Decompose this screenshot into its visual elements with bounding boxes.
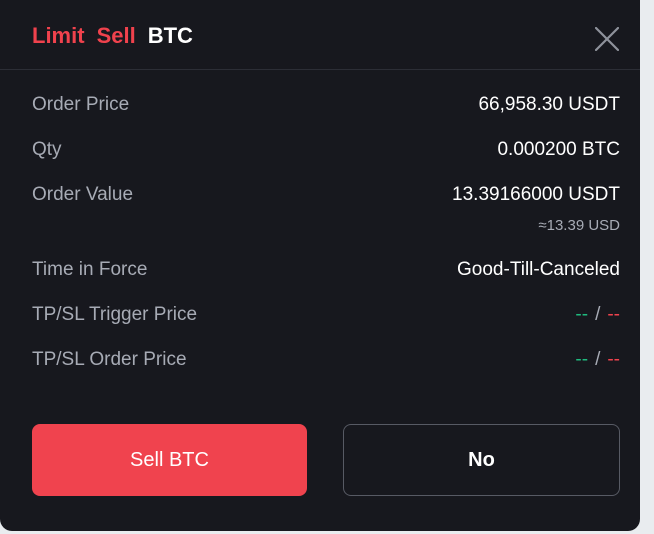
qty-value: 0.000200 BTC bbox=[497, 139, 620, 160]
tpsl-trigger-price-value: -- / -- bbox=[575, 302, 620, 328]
row-tpsl-order-price: TP/SL Order Price -- / -- bbox=[32, 347, 620, 373]
qty-label: Qty bbox=[32, 139, 62, 160]
time-in-force-value: Good-Till-Canceled bbox=[457, 259, 620, 280]
sl-trigger-value: -- bbox=[607, 304, 620, 325]
time-in-force-label: Time in Force bbox=[32, 259, 148, 280]
order-value-value: 13.39166000 USDT bbox=[452, 184, 620, 205]
order-confirmation-dialog: Limit Sell BTC Order Price 66,958.30 USDT … bbox=[0, 0, 640, 531]
sell-btc-button[interactable]: Sell BTC bbox=[32, 424, 307, 496]
order-type-label: Limit bbox=[32, 23, 85, 48]
row-order-value: Order Value 13.39166000 USDT bbox=[32, 182, 620, 208]
row-tpsl-trigger-price: TP/SL Trigger Price -- / -- bbox=[32, 302, 620, 328]
close-button[interactable] bbox=[594, 26, 620, 52]
dialog-title: Limit Sell BTC bbox=[32, 22, 193, 50]
order-value-label: Order Value bbox=[32, 184, 134, 205]
order-price-label: Order Price bbox=[32, 94, 130, 115]
tpsl-trigger-price-label: TP/SL Trigger Price bbox=[32, 304, 198, 325]
close-icon bbox=[594, 26, 620, 52]
order-symbol-label: BTC bbox=[147, 23, 193, 48]
dialog-header: Limit Sell BTC bbox=[0, 0, 640, 70]
tpsl-separator: / bbox=[595, 304, 601, 325]
sl-order-value: -- bbox=[607, 349, 620, 370]
tp-order-value: -- bbox=[575, 349, 589, 370]
row-order-price: Order Price 66,958.30 USDT bbox=[32, 92, 620, 118]
row-time-in-force: Time in Force Good-Till-Canceled bbox=[32, 257, 620, 283]
row-qty: Qty 0.000200 BTC bbox=[32, 137, 620, 163]
tpsl-order-price-label: TP/SL Order Price bbox=[32, 349, 187, 370]
tp-trigger-value: -- bbox=[575, 304, 589, 325]
no-button[interactable]: No bbox=[343, 424, 620, 496]
tpsl-separator: / bbox=[595, 349, 601, 370]
order-side-label: Sell bbox=[96, 23, 136, 48]
tpsl-order-price-value: -- / -- bbox=[575, 347, 620, 373]
order-price-value: 66,958.30 USDT bbox=[478, 94, 620, 115]
order-value-usd-approx: ≈13.39 USD bbox=[538, 217, 620, 234]
